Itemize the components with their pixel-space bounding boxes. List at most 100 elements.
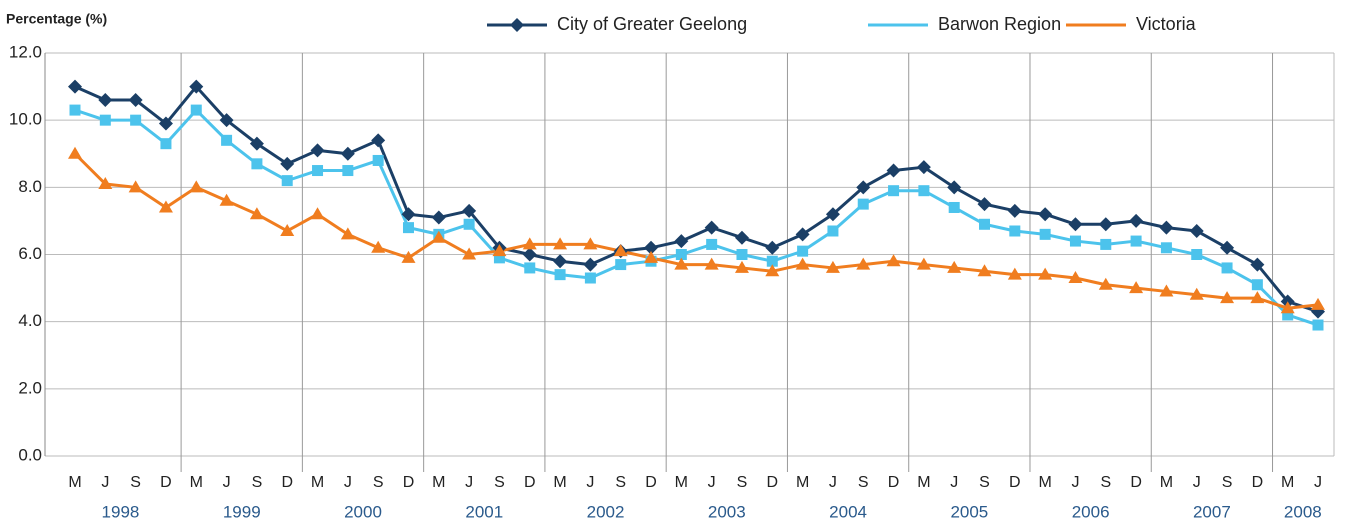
x-tick-label: S xyxy=(130,474,141,491)
marker xyxy=(704,220,719,235)
marker xyxy=(1251,279,1263,291)
marker xyxy=(190,104,202,116)
marker xyxy=(1250,291,1265,304)
marker xyxy=(99,114,111,126)
marker xyxy=(1220,291,1235,304)
marker xyxy=(553,237,568,250)
marker xyxy=(1280,301,1295,314)
marker xyxy=(219,113,234,128)
marker xyxy=(1038,207,1053,222)
marker xyxy=(1039,228,1051,240)
marker xyxy=(342,165,354,177)
x-tick-label: S xyxy=(979,474,990,491)
marker xyxy=(1312,319,1324,331)
marker xyxy=(251,158,263,170)
x-tick-label: M xyxy=(553,474,566,491)
marker xyxy=(1311,297,1325,310)
marker xyxy=(825,207,840,222)
marker xyxy=(312,165,324,177)
marker xyxy=(644,250,659,263)
x-tick-label: S xyxy=(252,474,263,491)
marker xyxy=(463,218,475,230)
marker xyxy=(402,222,414,234)
marker xyxy=(1038,267,1053,280)
marker xyxy=(189,180,204,193)
year-label: 2001 xyxy=(465,502,503,521)
marker xyxy=(1191,249,1203,260)
marker xyxy=(644,240,659,255)
x-tick-label: J xyxy=(465,474,473,491)
marker xyxy=(918,185,930,197)
marker xyxy=(522,237,537,250)
marker xyxy=(69,104,81,116)
marker xyxy=(583,237,598,250)
y-tick-label: 12.0 xyxy=(9,42,42,61)
marker xyxy=(766,255,778,267)
year-label: 1998 xyxy=(102,502,140,521)
x-tick-label: J xyxy=(829,474,837,491)
marker xyxy=(553,254,568,269)
marker xyxy=(281,175,293,187)
marker xyxy=(734,260,749,273)
marker xyxy=(1007,203,1022,218)
marker xyxy=(583,257,598,272)
x-tick-label: S xyxy=(373,474,384,491)
marker xyxy=(249,207,264,220)
marker xyxy=(706,238,718,250)
year-label: 2005 xyxy=(950,502,988,521)
marker xyxy=(1069,235,1081,247)
x-tick-label: J xyxy=(950,474,958,491)
x-tick-label: S xyxy=(858,474,869,491)
x-tick-label: M xyxy=(1160,474,1173,491)
marker xyxy=(431,210,446,225)
marker xyxy=(825,260,840,273)
x-tick-label: J xyxy=(344,474,352,491)
marker xyxy=(1220,240,1235,255)
y-tick-label: 0.0 xyxy=(18,445,42,464)
x-tick-label: M xyxy=(68,474,81,491)
y-tick-label: 10.0 xyxy=(9,110,42,129)
x-tick-label: J xyxy=(1314,474,1322,491)
marker xyxy=(522,247,537,262)
marker xyxy=(510,18,524,32)
marker xyxy=(615,259,627,271)
x-tick-label: J xyxy=(586,474,594,491)
marker xyxy=(160,138,172,150)
y-axis-title: Percentage (%) xyxy=(6,11,107,27)
marker xyxy=(888,185,900,197)
x-tick-label: S xyxy=(615,474,626,491)
marker xyxy=(371,133,386,148)
x-tick-label: S xyxy=(494,474,505,491)
marker xyxy=(401,250,416,263)
marker xyxy=(1160,242,1172,254)
marker xyxy=(1129,281,1144,294)
x-tick-label: D xyxy=(524,474,536,491)
x-tick-label: M xyxy=(432,474,445,491)
x-tick-label: J xyxy=(101,474,109,491)
x-tick-label: M xyxy=(917,474,930,491)
marker xyxy=(554,269,566,281)
year-label: 2002 xyxy=(587,502,625,521)
y-tick-label: 6.0 xyxy=(18,244,42,263)
marker xyxy=(249,136,264,151)
marker xyxy=(372,154,384,166)
marker xyxy=(797,245,809,257)
y-tick-label: 4.0 xyxy=(18,311,42,330)
marker xyxy=(948,201,960,213)
marker xyxy=(431,230,446,243)
marker xyxy=(736,249,748,260)
x-tick-label: D xyxy=(888,474,900,491)
marker xyxy=(1189,287,1204,300)
x-tick-label: D xyxy=(1252,474,1264,491)
y-tick-label: 8.0 xyxy=(18,177,42,196)
x-tick-label: J xyxy=(223,474,231,491)
marker xyxy=(1100,238,1112,250)
marker xyxy=(1159,284,1174,297)
x-tick-label: D xyxy=(767,474,779,491)
marker xyxy=(977,264,992,277)
marker xyxy=(977,197,992,212)
marker xyxy=(916,160,931,175)
marker xyxy=(371,240,386,253)
marker xyxy=(219,193,234,206)
marker xyxy=(128,93,143,108)
